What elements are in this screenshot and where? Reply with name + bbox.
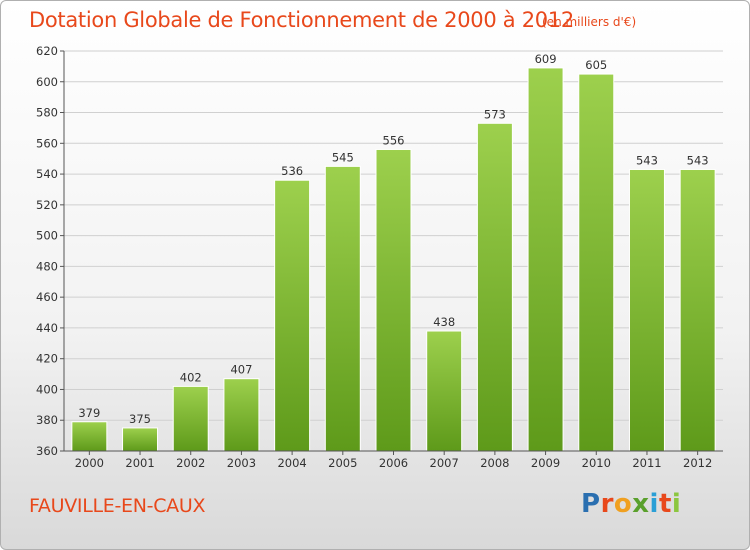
y-tick-label: 460: [36, 290, 58, 304]
bar: [71, 421, 108, 452]
logo-letter: o: [613, 489, 633, 519]
logo-letter: P: [581, 489, 601, 519]
logo-letter: t: [658, 489, 672, 519]
y-tick-label: 500: [36, 229, 58, 243]
logo-letter: i: [671, 489, 682, 519]
bar-value-label: 543: [687, 153, 709, 167]
x-tick-label: 2003: [227, 456, 256, 470]
bar: [476, 122, 513, 452]
x-tick-label: 2009: [531, 456, 560, 470]
x-tick-label: 2012: [683, 456, 712, 470]
y-tick-label: 400: [36, 382, 58, 396]
bar-value-label: 605: [585, 58, 607, 72]
y-tick-label: 600: [36, 75, 58, 89]
x-tick-label: 2004: [277, 456, 306, 470]
bar: [679, 168, 716, 452]
bar: [628, 168, 665, 452]
y-tick-label: 360: [36, 444, 58, 458]
bar: [426, 330, 463, 452]
proxiti-logo[interactable]: Proxiti: [581, 489, 681, 519]
bar-value-label: 407: [230, 363, 252, 377]
bar: [122, 427, 159, 452]
bar-value-label: 438: [433, 315, 455, 329]
chart-title: Dotation Globale de Fonctionnement de 20…: [29, 8, 574, 32]
y-tick-label: 420: [36, 352, 58, 366]
bars: [71, 67, 716, 452]
axes: 360 380 400 420 440 460 480 500 520 540 560 580 600 6…: [36, 44, 723, 470]
logo-letter: x: [632, 489, 650, 519]
y-tick-label: 560: [36, 136, 58, 150]
y-tick-label: 480: [36, 259, 58, 273]
logo-letter: r: [600, 489, 614, 519]
x-tick-label: 2008: [480, 456, 509, 470]
chart-unit: (en milliers d'€): [542, 15, 637, 29]
bar-value-label: 543: [636, 153, 658, 167]
value-labels: 379 375 402 407 536 545 556 438 573 609 605 543 543: [78, 52, 708, 426]
bar: [274, 179, 311, 452]
bar: [172, 385, 209, 452]
x-tick-label: 2002: [176, 456, 205, 470]
y-tick-label: 520: [36, 198, 58, 212]
bar: [578, 73, 615, 452]
bar: [375, 148, 412, 452]
y-tick-label: 620: [36, 44, 58, 58]
y-tick-label: 580: [36, 106, 58, 120]
x-tick-label: 2011: [632, 456, 661, 470]
y-tick-label: 440: [36, 321, 58, 335]
bar: [223, 378, 260, 452]
x-tick-label: 2005: [328, 456, 357, 470]
bar-value-label: 375: [129, 412, 151, 426]
bar-value-label: 379: [78, 406, 100, 420]
x-tick-label: 2001: [125, 456, 154, 470]
bar-value-label: 402: [180, 370, 202, 384]
x-tick-label: 2006: [379, 456, 408, 470]
commune-name: FAUVILLE-EN-CAUX: [29, 495, 206, 517]
x-tick-label: 2010: [582, 456, 611, 470]
y-tick-label: 380: [36, 413, 58, 427]
y-tick-label: 540: [36, 167, 58, 181]
bar-value-label: 573: [484, 107, 506, 121]
bar: [324, 165, 361, 452]
logo-letter: i: [649, 489, 659, 519]
bar-value-label: 609: [535, 52, 557, 66]
bar-value-label: 536: [281, 164, 303, 178]
bar: [527, 67, 564, 452]
bar-value-label: 545: [332, 150, 354, 164]
x-tick-label: 2007: [430, 456, 459, 470]
x-tick-label: 2000: [75, 456, 104, 470]
bar-value-label: 556: [383, 133, 405, 147]
